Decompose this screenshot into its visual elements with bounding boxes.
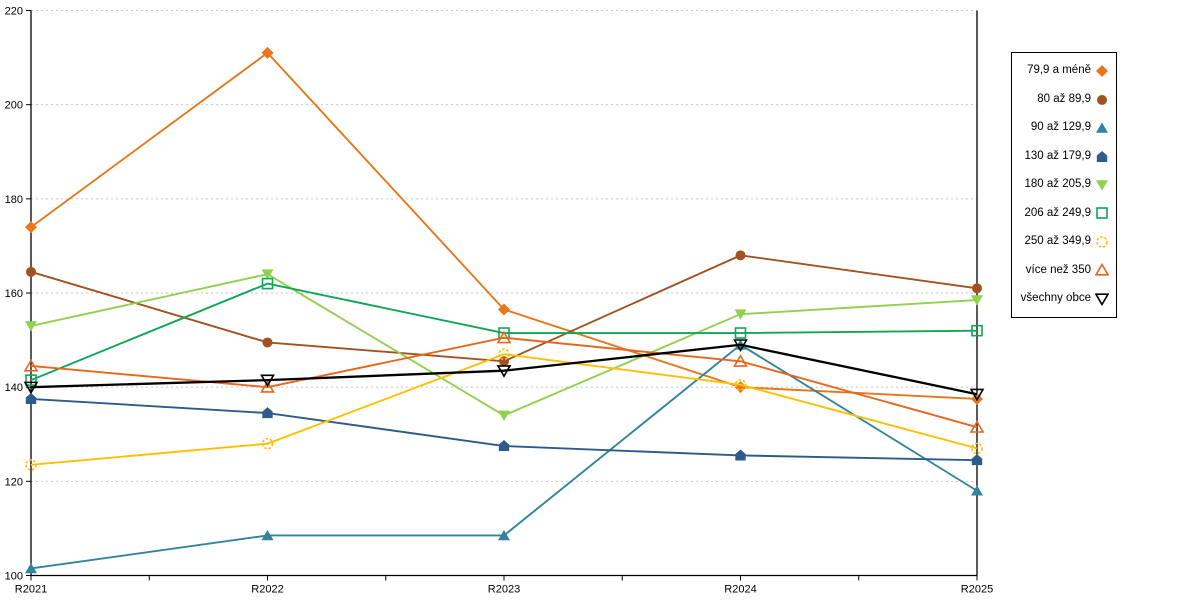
legend-item-label: 130 až 179,9 bbox=[1024, 149, 1091, 162]
square-marker-icon bbox=[1096, 207, 1108, 220]
triangle-up-marker-icon bbox=[261, 529, 274, 541]
circle-dashed-marker-icon bbox=[261, 437, 274, 450]
pentagon-marker-icon bbox=[262, 407, 273, 419]
triangle-up-marker-icon bbox=[260, 380, 275, 393]
triangle-down-marker-icon bbox=[1096, 180, 1108, 191]
x-tick-label: R2022 bbox=[251, 584, 283, 596]
x-tick-label: R2021 bbox=[15, 584, 47, 596]
square-marker-icon bbox=[971, 324, 983, 337]
y-tick-label: 100 bbox=[5, 571, 23, 583]
circle-marker-icon bbox=[972, 283, 982, 294]
legend-item-label: 250 až 349,9 bbox=[1024, 235, 1091, 248]
triangle-up-marker-icon bbox=[971, 485, 983, 496]
y-tick-label: 180 bbox=[5, 194, 23, 206]
triangle-up-marker-icon bbox=[496, 330, 512, 344]
legend-item-3[interactable]: 90 až 129,9 bbox=[1012, 121, 1116, 135]
legend-item-2[interactable]: 80 až 89,9 bbox=[1012, 93, 1116, 107]
triangle-down-marker-icon bbox=[971, 295, 983, 306]
pentagon-marker-icon bbox=[735, 449, 746, 461]
triangle-up-marker-icon bbox=[1096, 122, 1108, 133]
data-series-8[interactable] bbox=[23, 330, 985, 433]
y-tick-label: 200 bbox=[5, 100, 23, 112]
legend-item-label: všechny obce bbox=[1020, 291, 1091, 304]
square-marker-icon bbox=[25, 374, 37, 386]
circle-dashed-marker-icon bbox=[1096, 236, 1108, 248]
legend-item-4[interactable]: 130 až 179,9 bbox=[1012, 150, 1116, 164]
triangle-down-marker-icon bbox=[25, 321, 37, 332]
data-series-3[interactable] bbox=[25, 339, 983, 574]
data-series-9[interactable] bbox=[23, 339, 985, 402]
circle-dashed-marker-icon bbox=[734, 379, 747, 391]
legend-item-label: více než 350 bbox=[1025, 263, 1091, 276]
legend-item-label: 90 až 129,9 bbox=[1030, 121, 1091, 134]
circle-dashed-marker-icon bbox=[498, 348, 510, 361]
triangle-up-marker-icon bbox=[733, 354, 748, 367]
circle-marker-icon bbox=[1097, 94, 1107, 105]
triangle-up-marker-icon bbox=[969, 420, 985, 433]
circle-marker-icon bbox=[26, 266, 36, 277]
circle-marker-icon bbox=[499, 356, 509, 367]
circle-dashed-marker-icon bbox=[971, 442, 983, 455]
data-series-5[interactable] bbox=[25, 269, 983, 421]
triangle-up-marker-icon bbox=[25, 562, 37, 574]
y-tick-label: 160 bbox=[5, 288, 23, 300]
series-line bbox=[30, 273, 978, 417]
triangle-up-marker-icon bbox=[23, 358, 39, 372]
x-tick-label: R2024 bbox=[724, 584, 756, 596]
legend-item-label: 206 až 249,9 bbox=[1024, 206, 1091, 219]
triangle-down-marker-icon bbox=[498, 410, 510, 421]
series-line bbox=[30, 353, 978, 466]
triangle-down-marker-icon bbox=[969, 388, 985, 402]
legend-item-label: 180 až 205,9 bbox=[1024, 178, 1091, 191]
series-line bbox=[30, 343, 978, 396]
legend-item-5[interactable]: 180 až 205,9 bbox=[1012, 178, 1116, 192]
data-series-1[interactable] bbox=[25, 46, 983, 405]
legend-item-7[interactable]: 250 až 349,9 bbox=[1012, 235, 1116, 249]
legend-item-8[interactable]: více než 350 bbox=[1012, 263, 1116, 277]
data-series-7[interactable] bbox=[25, 348, 983, 471]
diamond-marker-icon bbox=[498, 303, 510, 316]
series-line bbox=[30, 336, 978, 429]
diamond-marker-icon bbox=[25, 221, 37, 234]
legend-item-9[interactable]: všechny obce bbox=[1012, 292, 1116, 306]
x-tick-label: R2023 bbox=[488, 584, 520, 596]
circle-marker-icon bbox=[735, 250, 746, 261]
circle-marker-icon bbox=[262, 337, 273, 348]
legend-item-label: 80 až 89,9 bbox=[1037, 92, 1091, 105]
square-marker-icon bbox=[734, 327, 747, 339]
pentagon-marker-icon bbox=[25, 392, 37, 404]
triangle-down-marker-icon bbox=[734, 309, 747, 320]
legend-item-label: 79,9 a méně bbox=[1027, 64, 1091, 77]
diamond-marker-icon bbox=[1096, 65, 1108, 78]
triangle-down-marker-icon bbox=[261, 269, 274, 280]
pentagon-marker-icon bbox=[498, 440, 510, 452]
data-series-4[interactable] bbox=[25, 392, 983, 466]
y-tick-label: 220 bbox=[5, 6, 23, 18]
triangle-down-marker-icon bbox=[260, 374, 275, 388]
triangle-down-marker-icon bbox=[1095, 293, 1109, 306]
triangle-down-marker-icon bbox=[23, 381, 39, 395]
pentagon-marker-icon bbox=[1096, 150, 1108, 162]
circle-dashed-marker-icon bbox=[25, 459, 37, 471]
triangle-down-marker-icon bbox=[496, 365, 512, 378]
square-marker-icon bbox=[261, 277, 274, 290]
triangle-down-marker-icon bbox=[733, 339, 748, 352]
diamond-marker-icon bbox=[261, 46, 274, 59]
pentagon-marker-icon bbox=[971, 454, 983, 466]
legend-item-6[interactable]: 206 až 249,9 bbox=[1012, 206, 1116, 220]
legend-item-1[interactable]: 79,9 a méně bbox=[1012, 64, 1116, 78]
x-tick-label: R2025 bbox=[961, 584, 993, 596]
data-series-2[interactable] bbox=[26, 250, 982, 367]
y-tick-label: 140 bbox=[5, 382, 23, 394]
triangle-up-marker-icon bbox=[498, 529, 510, 541]
chart-legend[interactable]: 79,9 a méně 80 až 89,9 90 až 129,9 130 až 1… bbox=[1011, 52, 1117, 318]
triangle-up-marker-icon bbox=[1095, 263, 1109, 276]
y-tick-label: 120 bbox=[5, 476, 23, 488]
